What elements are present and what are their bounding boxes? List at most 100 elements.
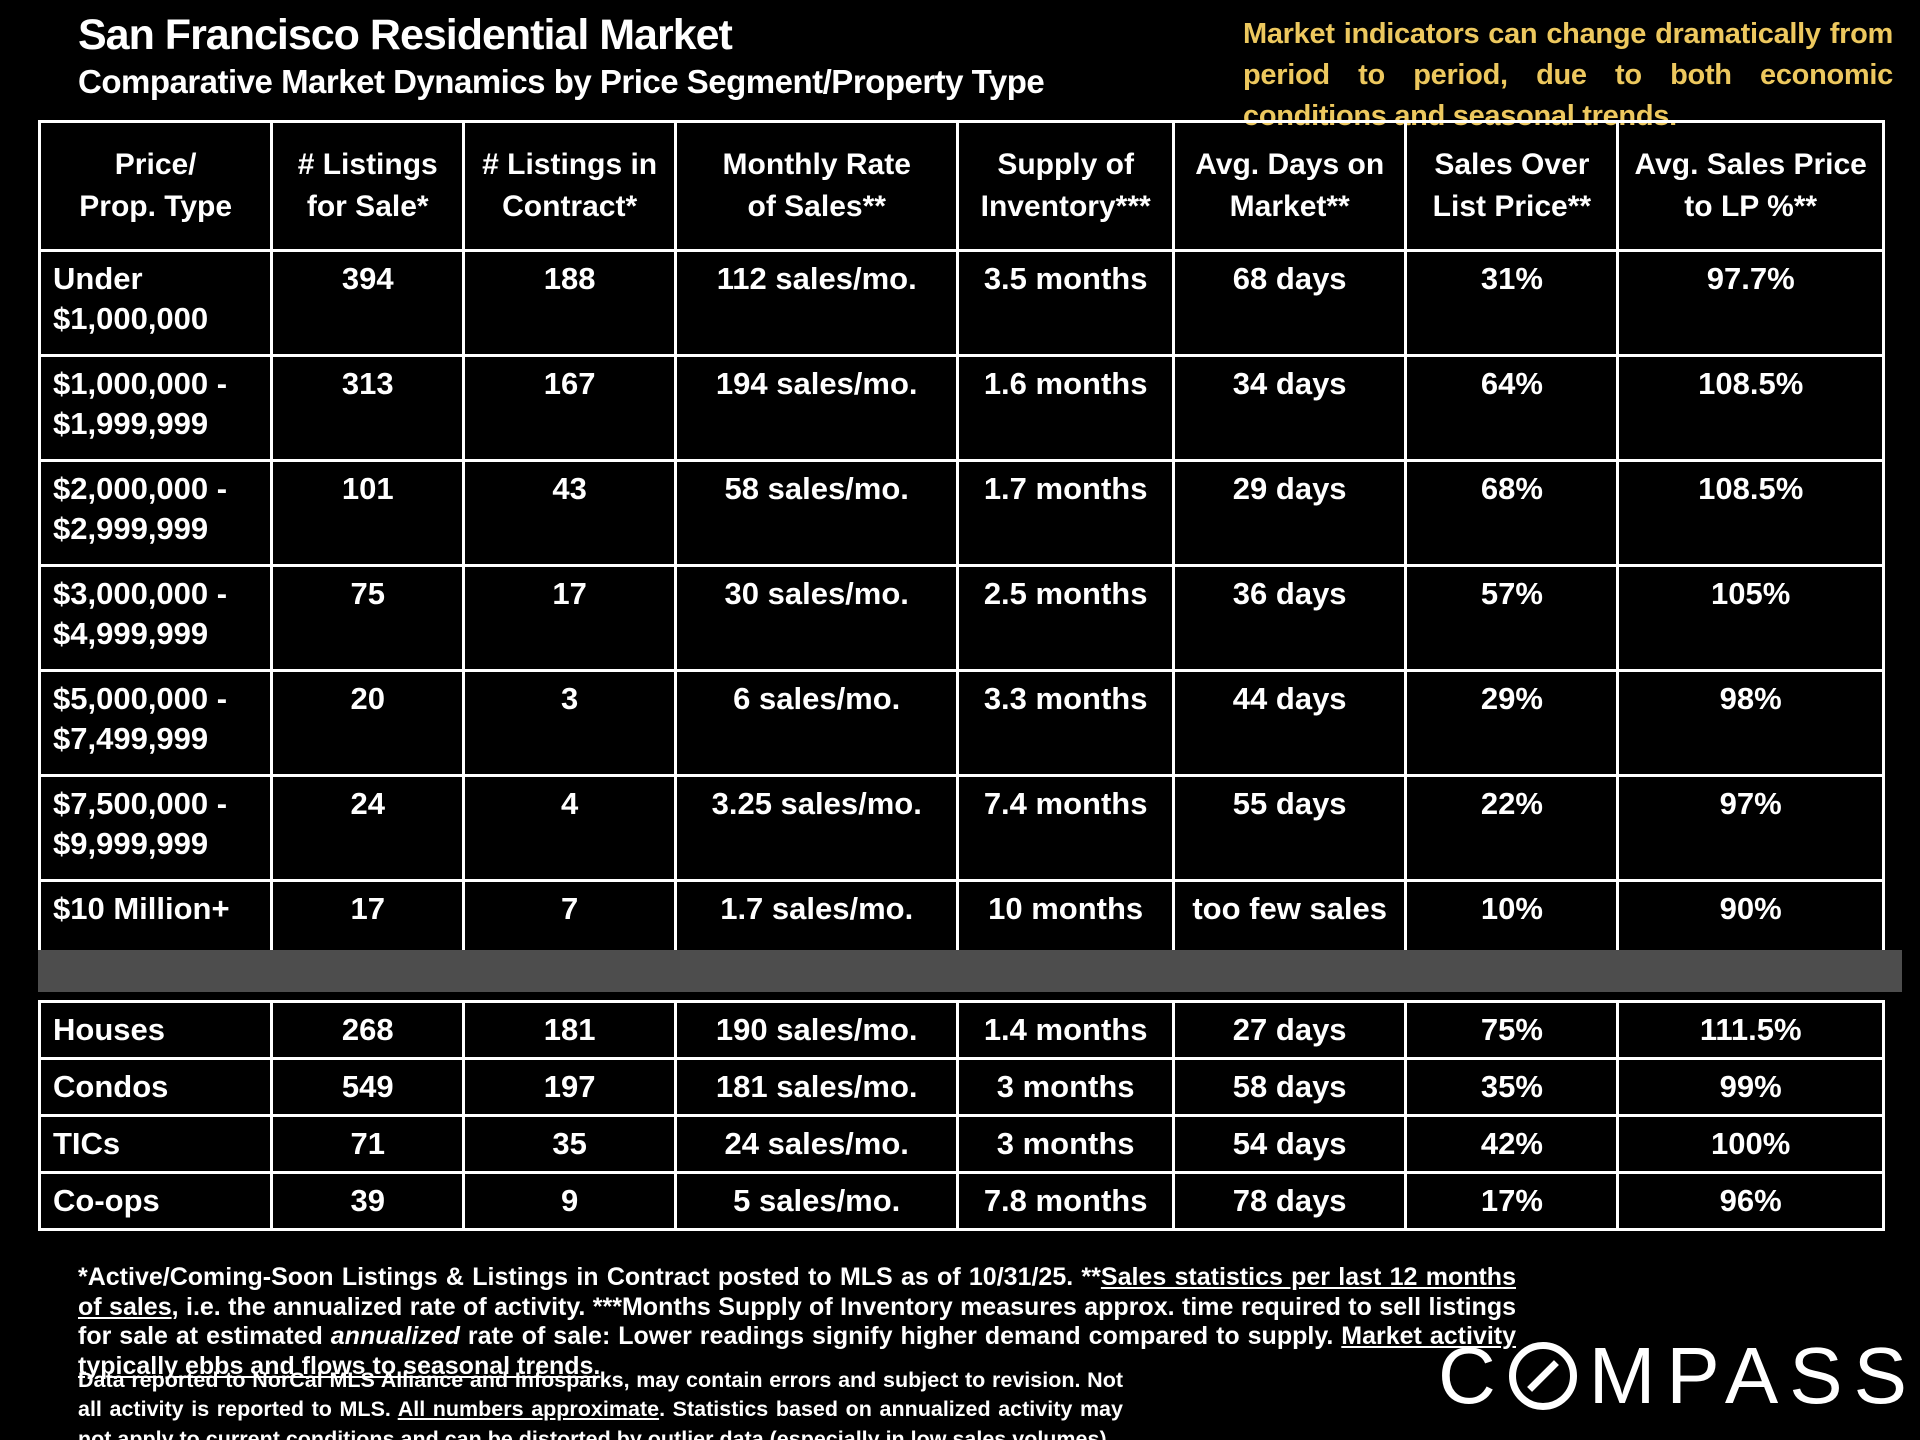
price-segment-label: $2,000,000 - $2,999,999 [37,459,274,567]
footnote-text-underlined: Market activity typically ebbs and flows… [78,1322,1516,1380]
table-row: TICs 71 35 24 sales/mo. 3 months 54 days… [37,1114,1885,1174]
table-cell: 6 sales/mo. [674,669,960,777]
table-cell: 1.4 months [956,1000,1176,1060]
compass-logo-letters-mpass: MPASS [1588,1331,1918,1420]
table-cell: 17 [462,564,678,672]
table-cell: 7.4 months [956,774,1176,882]
table-cell: 97% [1616,774,1885,882]
table-cell: 96% [1616,1171,1885,1231]
table-cell: 75% [1404,1000,1620,1060]
table-cell: 181 sales/mo. [674,1057,960,1117]
price-segment-table: Price/ Prop. Type # Listings for Sale* #… [37,120,1885,987]
property-type-table: Houses 268 181 190 sales/mo. 1.4 months … [37,1000,1885,1231]
table-cell: 35% [1404,1057,1620,1117]
table-cell: 71 [270,1114,466,1174]
compass-logo-letter-c: C [1438,1331,1507,1420]
col-header-avg-sales-price-lp: Avg. Sales Price to LP %** [1616,120,1885,252]
table-cell: 108.5% [1616,354,1885,462]
table-cell: 30 sales/mo. [674,564,960,672]
table-row: $2,000,000 - $2,999,999 101 43 58 sales/… [37,459,1885,567]
table-cell: 24 sales/mo. [674,1114,960,1174]
table-cell: 100% [1616,1114,1885,1174]
table-cell: 29 days [1172,459,1408,567]
table-cell: 190 sales/mo. [674,1000,960,1060]
table-cell: 20 [270,669,466,777]
table-cell: 268 [270,1000,466,1060]
table-cell: 24 [270,774,466,882]
property-type-label: Houses [37,1000,274,1060]
table-header-row: Price/ Prop. Type # Listings for Sale* #… [37,120,1885,252]
table-cell: 22% [1404,774,1620,882]
table-row: $3,000,000 - $4,999,999 75 17 30 sales/m… [37,564,1885,672]
property-type-label: TICs [37,1114,274,1174]
table-cell: 36 days [1172,564,1408,672]
footnote-text-underlined: Sales statistics per last 12 months of s… [78,1263,1516,1321]
table-cell: 64% [1404,354,1620,462]
table-cell: 34 days [1172,354,1408,462]
table-row: Houses 268 181 190 sales/mo. 1.4 months … [37,1000,1885,1060]
table-cell: 55 days [1172,774,1408,882]
table-cell: 54 days [1172,1114,1408,1174]
table-cell: 35 [462,1114,678,1174]
price-segment-label: $3,000,000 - $4,999,999 [37,564,274,672]
title-block: San Francisco Residential Market Compara… [78,11,1045,101]
table-cell: 3.3 months [956,669,1176,777]
table-cell: 105% [1616,564,1885,672]
table-cell: 42% [1404,1114,1620,1174]
table-row: Under $1,000,000 394 188 112 sales/mo. 3… [37,249,1885,357]
price-segment-label: $1,000,000 - $1,999,999 [37,354,274,462]
table-cell: 3 [462,669,678,777]
table-cell: 188 [462,249,678,357]
table-cell: 1.6 months [956,354,1176,462]
table-cell: 101 [270,459,466,567]
page-title: San Francisco Residential Market [78,11,733,59]
separator-band [38,950,1902,992]
table-cell: 99% [1616,1057,1885,1117]
col-header-listings-in-contract: # Listings in Contract* [462,120,678,252]
table-cell: 78 days [1172,1171,1408,1231]
page-subtitle: Comparative Market Dynamics by Price Seg… [78,63,1045,101]
property-type-label: Condos [37,1057,274,1117]
table-cell: 39 [270,1171,466,1231]
table-cell: 3 months [956,1057,1176,1117]
table-cell: 58 days [1172,1057,1408,1117]
table-cell: 5 sales/mo. [674,1171,960,1231]
table-row: Co-ops 39 9 5 sales/mo. 7.8 months 78 da… [37,1171,1885,1231]
col-header-sales-over-list: Sales Over List Price** [1404,120,1620,252]
col-header-avg-days: Avg. Days on Market** [1172,120,1408,252]
footnote-text-underlined: All numbers approximate [397,1397,660,1422]
footnote-text-italic: annualized [330,1322,460,1350]
table-cell: 167 [462,354,678,462]
table-cell: 68 days [1172,249,1408,357]
table-cell: 29% [1404,669,1620,777]
table-cell: 27 days [1172,1000,1408,1060]
table-cell: 2.5 months [956,564,1176,672]
table-cell: 9 [462,1171,678,1231]
table-cell: 3.25 sales/mo. [674,774,960,882]
property-type-label: Co-ops [37,1171,274,1231]
table-cell: 98% [1616,669,1885,777]
table-cell: 108.5% [1616,459,1885,567]
footnote-disclaimer: Data reported to NorCal MLS Alliance and… [78,1366,1123,1440]
col-header-listings-for-sale: # Listings for Sale* [270,120,466,252]
table-cell: 197 [462,1057,678,1117]
price-segment-label: $5,000,000 - $7,499,999 [37,669,274,777]
table-row: $1,000,000 - $1,999,999 313 167 194 sale… [37,354,1885,462]
table-cell: 58 sales/mo. [674,459,960,567]
table-cell: 4 [462,774,678,882]
table-cell: 97.7% [1616,249,1885,357]
market-indicators-note: Market indicators can change dramaticall… [1243,18,1893,133]
table-cell: 7.8 months [956,1171,1176,1231]
table-cell: 31% [1404,249,1620,357]
price-segment-label: $7,500,000 - $9,999,999 [37,774,274,882]
table-cell: 3 months [956,1114,1176,1174]
table-cell: 181 [462,1000,678,1060]
table-cell: 68% [1404,459,1620,567]
compass-logo: C MPASS [1438,1336,1918,1416]
table-cell: 17% [1404,1171,1620,1231]
table-cell: 43 [462,459,678,567]
table-row: $5,000,000 - $7,499,999 20 3 6 sales/mo.… [37,669,1885,777]
table-cell: 111.5% [1616,1000,1885,1060]
footnote-definitions: *Active/Coming-Soon Listings & Listings … [78,1263,1516,1381]
